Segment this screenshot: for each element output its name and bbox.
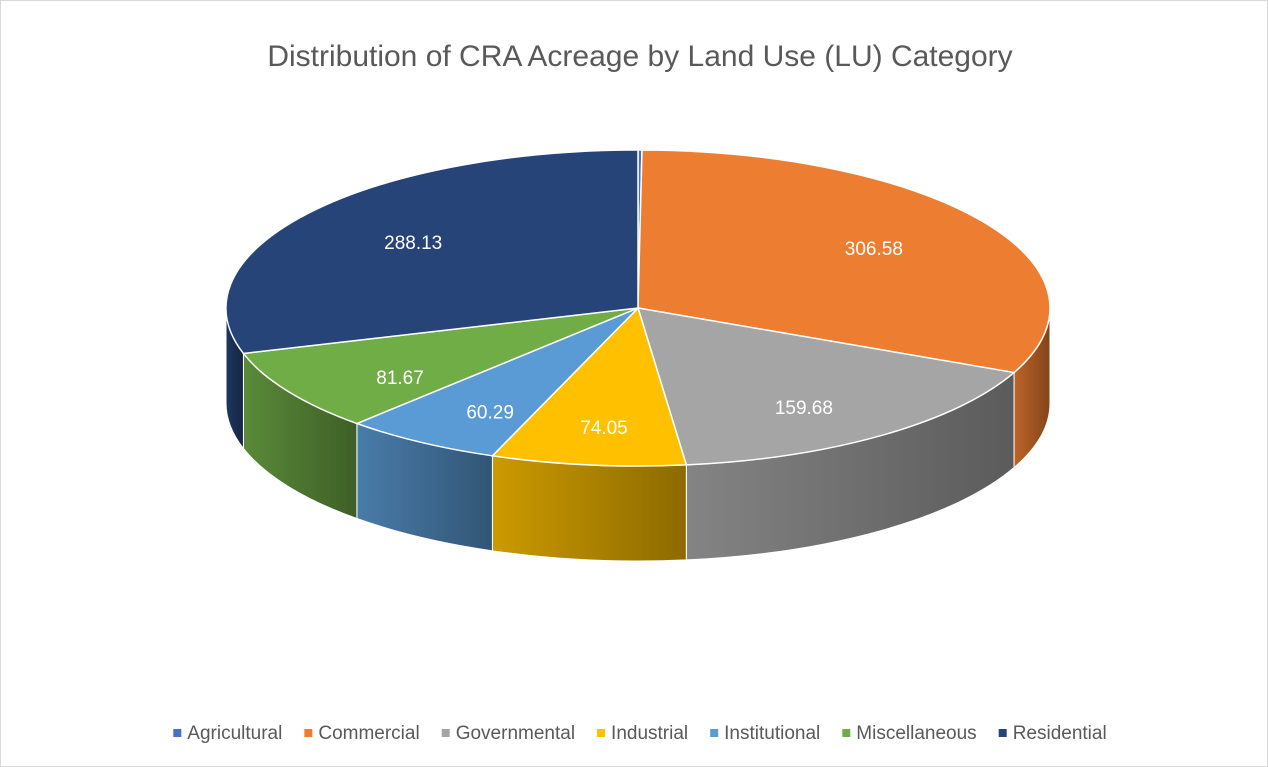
slice <box>242 307 639 425</box>
data-label: 306.58 <box>845 239 903 260</box>
slice <box>637 149 1051 374</box>
slice <box>490 306 688 467</box>
legend-label: Agricultural <box>187 723 282 744</box>
data-label: 81.67 <box>376 368 424 389</box>
legend-label: Residential <box>1013 723 1107 744</box>
legend-marker <box>441 729 450 737</box>
slice <box>636 307 1016 466</box>
data-label: 159.68 <box>775 398 833 419</box>
legend-marker <box>597 729 606 737</box>
data-label: 288.13 <box>384 233 442 254</box>
legend-marker <box>173 729 182 737</box>
legend-marker <box>998 729 1007 737</box>
legend-label: Governmental <box>456 723 575 744</box>
slice <box>354 307 639 457</box>
slice-side <box>491 455 687 562</box>
chart-title: Distribution of CRA Acreage by Land Use … <box>267 40 1012 73</box>
legend-label: Institutional <box>724 723 820 744</box>
legend-marker <box>842 729 851 737</box>
data-label: 74.05 <box>580 418 628 439</box>
legend-label: Commercial <box>318 723 419 744</box>
legend-label: Miscellaneous <box>856 723 976 744</box>
legend-label: Industrial <box>611 723 688 744</box>
legend-marker <box>710 729 719 737</box>
legend-marker <box>304 729 313 737</box>
slice <box>225 149 639 355</box>
data-label: 60.29 <box>466 403 514 424</box>
